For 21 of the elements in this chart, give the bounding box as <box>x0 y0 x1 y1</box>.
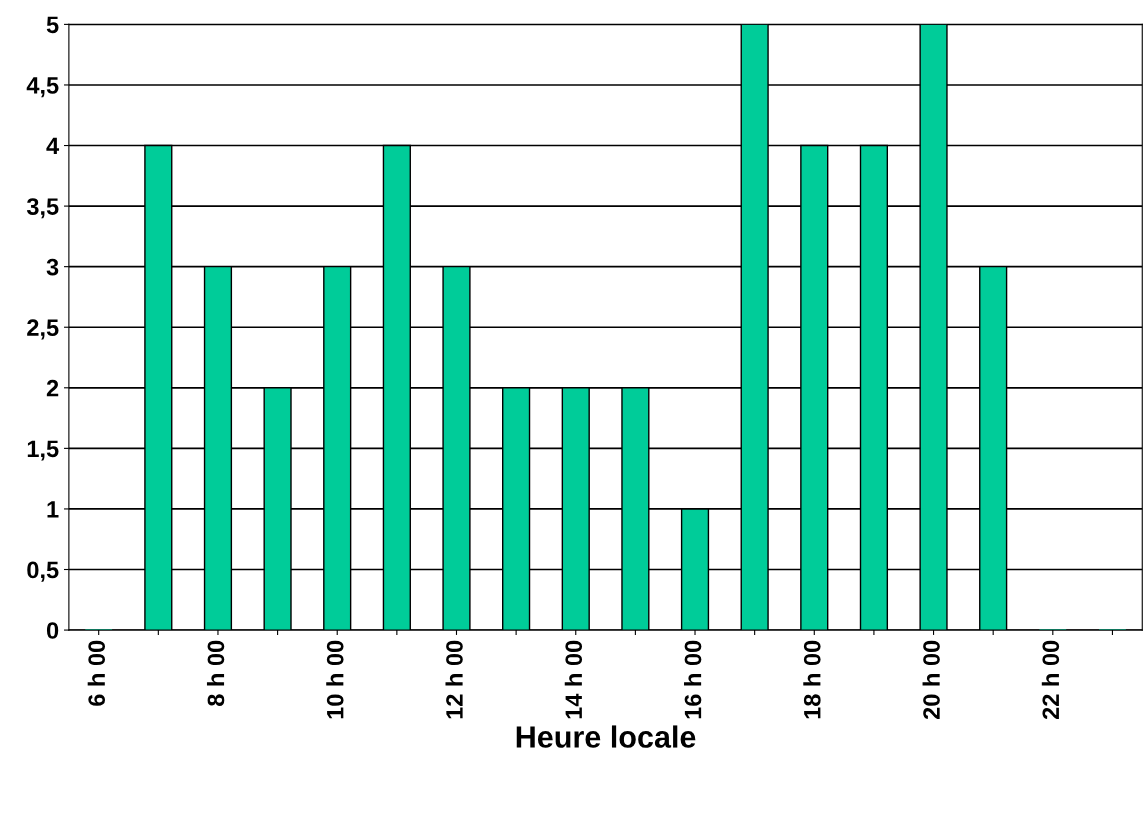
x-axis-title: Heure locale <box>516 725 696 748</box>
x-tick-label: 10 h 00 <box>326 640 344 719</box>
x-tick-label: 20 h 00 <box>922 640 940 720</box>
x-tick-label: 12 h 00 <box>445 640 463 719</box>
x-tick-label: 8 h 00 <box>206 640 225 706</box>
y-tick-label: 2 <box>46 379 59 397</box>
x-tick-label: 18 h 00 <box>803 640 821 719</box>
y-tick-label: 4 <box>46 137 60 155</box>
y-tick-label: 2,5 <box>27 319 59 340</box>
y-tick-label: 1,5 <box>27 440 59 461</box>
x-tick-label: 16 h 00 <box>684 640 702 719</box>
y-tick-label: 1 <box>47 501 59 518</box>
y-tick-label: 4,5 <box>26 77 59 98</box>
y-tick-label: 5 <box>46 16 59 34</box>
y-tick-label: 3,5 <box>26 198 59 219</box>
y-tick-label: 0 <box>46 622 59 639</box>
x-tick-label: 6 h 00 <box>87 640 106 706</box>
y-tick-label: 3 <box>46 258 59 276</box>
x-tick-label: 22 h 00 <box>1041 640 1060 720</box>
x-tick-label: 14 h 00 <box>564 640 583 719</box>
y-tick-label: 0,5 <box>27 561 59 582</box>
